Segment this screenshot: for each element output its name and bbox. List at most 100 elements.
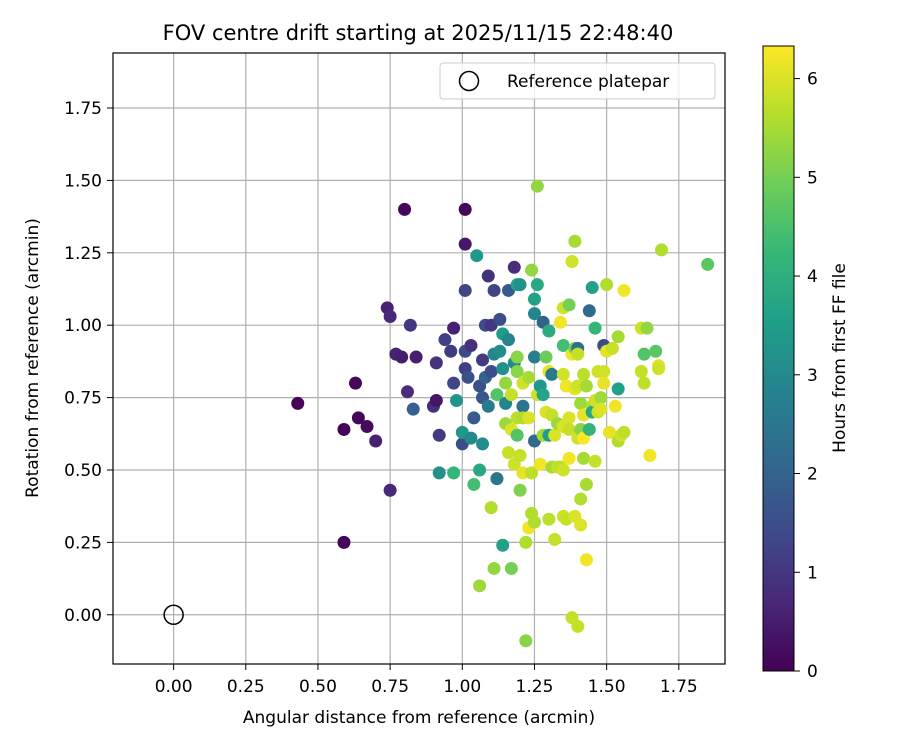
data-point <box>432 466 446 480</box>
data-point <box>516 399 530 413</box>
data-point <box>438 333 452 347</box>
data-point <box>571 347 585 361</box>
data-point <box>429 356 443 370</box>
data-point <box>447 466 461 480</box>
data-point <box>527 350 541 364</box>
data-point <box>525 466 539 480</box>
y-axis-ticks: 0.00 0.25 0.50 0.75 1.00 1.25 1.50 1.75 <box>64 99 113 626</box>
data-point <box>507 260 521 274</box>
data-point <box>522 370 536 384</box>
plot-frame <box>112 52 726 665</box>
data-point <box>348 376 362 390</box>
x-axis-label: Angular distance from reference (arcmin) <box>243 708 595 728</box>
data-point <box>525 263 539 277</box>
data-point <box>562 411 576 425</box>
data-point <box>510 365 524 379</box>
data-point <box>652 362 666 376</box>
data-point <box>501 446 515 460</box>
data-point <box>617 283 631 297</box>
data-point <box>654 243 668 257</box>
data-point <box>476 353 490 367</box>
data-point <box>490 472 504 486</box>
data-point <box>637 376 651 390</box>
data-point <box>545 367 559 381</box>
data-point <box>458 237 472 251</box>
data-point <box>429 393 443 407</box>
data-point <box>398 202 412 216</box>
x-tick-label: 0.50 <box>299 677 337 697</box>
data-point <box>447 321 461 335</box>
data-point <box>594 402 608 416</box>
data-point <box>432 428 446 442</box>
data-point <box>649 344 663 358</box>
legend-box <box>439 62 716 100</box>
reference-platepar-marker <box>163 604 184 626</box>
data-point <box>562 298 576 312</box>
data-point <box>513 278 527 292</box>
data-point <box>496 538 510 552</box>
data-point <box>409 350 423 364</box>
data-point <box>337 422 351 436</box>
data-point <box>481 399 495 413</box>
data-point <box>519 535 533 549</box>
data-point <box>403 318 417 332</box>
data-point <box>611 330 625 344</box>
colorbar-tick-label: 2 <box>807 465 818 485</box>
data-point <box>447 376 461 390</box>
data-point <box>504 388 518 402</box>
data-point <box>582 422 596 436</box>
data-point <box>291 396 305 410</box>
data-point <box>553 315 567 329</box>
data-point <box>608 399 622 413</box>
data-point <box>574 518 588 532</box>
data-point <box>577 451 591 465</box>
data-point <box>585 281 599 295</box>
x-tick-label: 0.75 <box>371 677 409 697</box>
data-point <box>568 234 582 248</box>
data-point <box>527 292 541 306</box>
data-point <box>476 437 490 451</box>
data-point <box>383 310 397 324</box>
x-tick-label: 1.25 <box>516 677 554 697</box>
data-point <box>406 402 420 416</box>
colorbar-tick-label: 5 <box>807 168 818 188</box>
data-point <box>513 483 527 497</box>
x-tick-label: 1.75 <box>660 677 698 697</box>
data-point <box>574 492 588 506</box>
data-point <box>458 202 472 216</box>
data-point <box>640 321 654 335</box>
data-point <box>473 579 487 593</box>
data-point <box>493 312 507 326</box>
data-point <box>481 269 495 283</box>
data-point <box>600 278 614 292</box>
data-point <box>400 385 414 399</box>
data-point <box>496 362 510 376</box>
data-point <box>510 428 524 442</box>
data-point <box>588 454 602 468</box>
data-point <box>499 376 513 390</box>
data-point <box>594 391 608 405</box>
y-tick-label: 0.50 <box>64 461 102 481</box>
data-point <box>484 365 498 379</box>
data-point <box>542 512 556 526</box>
colorbar-tick-label: 0 <box>807 662 818 682</box>
data-point <box>484 501 498 515</box>
data-point <box>522 411 536 425</box>
data-point <box>577 367 591 381</box>
data-point <box>556 367 570 381</box>
y-axis-label: Rotation from reference (arcmin) <box>23 218 43 498</box>
colorbar-tick-label: 4 <box>807 267 818 287</box>
data-point <box>395 350 409 364</box>
data-point <box>565 254 579 268</box>
data-point <box>513 449 527 463</box>
x-axis-ticks: 0.00 0.25 0.50 0.75 1.00 1.25 1.50 1.75 <box>155 664 698 697</box>
y-tick-label: 0.00 <box>64 606 102 626</box>
data-point <box>450 393 464 407</box>
data-point <box>556 463 570 477</box>
x-tick-label: 0.25 <box>227 677 265 697</box>
colorbar-ticks: 0 1 2 3 4 5 6 <box>794 70 818 682</box>
data-point <box>597 365 611 379</box>
data-point <box>579 553 593 567</box>
data-point <box>634 365 648 379</box>
